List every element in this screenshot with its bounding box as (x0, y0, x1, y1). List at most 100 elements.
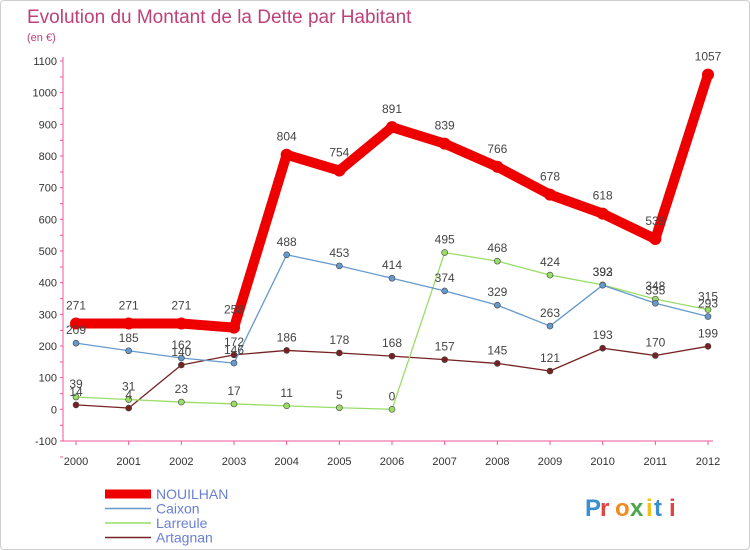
logo-letter: r (600, 495, 609, 522)
data-point (230, 359, 238, 367)
data-point (283, 402, 290, 410)
data-point (280, 148, 293, 161)
data-point (599, 344, 606, 352)
data-label: 271 (171, 299, 191, 313)
y-tick-label: 200 (39, 341, 57, 353)
data-label: 209 (66, 323, 86, 337)
data-point (125, 404, 132, 412)
data-point (652, 352, 659, 359)
data-point (546, 322, 554, 330)
data-point (441, 356, 448, 363)
data-point (336, 404, 343, 412)
data-label: 766 (487, 142, 507, 156)
data-point (178, 361, 185, 369)
x-tick-label: 2011 (644, 456, 668, 468)
x-tick-label: 2006 (380, 456, 404, 468)
data-label: 4 (125, 388, 132, 402)
legend-label-caixon: Caixon (156, 501, 200, 517)
data-label: 17 (227, 384, 241, 398)
y-tick-label: 1000 (33, 88, 57, 100)
y-tick-label: 800 (39, 151, 57, 163)
data-label: 839 (435, 119, 455, 133)
data-label: 168 (382, 336, 402, 350)
y-tick-label: 0 (51, 404, 57, 416)
y-tick-label: 900 (39, 119, 57, 131)
data-point (702, 68, 714, 81)
y-tick-label: 600 (39, 214, 57, 226)
x-tick-label: 2010 (590, 456, 614, 468)
data-point (649, 232, 662, 245)
legend-label-nouilhan: NOUILHAN (156, 486, 228, 502)
data-label: 678 (540, 170, 560, 184)
data-label: 393 (593, 265, 613, 279)
x-tick-label: 2000 (64, 456, 88, 468)
data-label: 178 (329, 333, 349, 347)
data-label: 495 (435, 233, 455, 247)
data-point (652, 299, 659, 307)
data-point (546, 271, 554, 279)
data-point (125, 347, 132, 355)
data-label: 315 (698, 290, 718, 304)
data-label: 199 (698, 326, 718, 340)
data-label: 162 (171, 338, 191, 352)
data-label: 39 (69, 377, 83, 391)
logo-letter: i (669, 495, 676, 522)
data-label: 1057 (695, 50, 722, 64)
data-point (599, 281, 606, 289)
data-point (441, 249, 448, 256)
logo-letter: o (615, 495, 630, 522)
legend-label-larreule: Larreule (156, 515, 208, 531)
data-label: 5 (336, 388, 343, 402)
logo-letter: x (630, 495, 644, 522)
data-point (596, 207, 609, 220)
data-point (388, 352, 396, 360)
data-label: 271 (119, 299, 139, 313)
logo-letter: P (585, 495, 601, 522)
data-point (230, 400, 238, 408)
y-tick-label: 700 (39, 183, 57, 195)
data-point (438, 137, 451, 150)
x-tick-label: 2009 (538, 456, 562, 468)
data-label: 335 (645, 283, 665, 297)
data-point (283, 347, 290, 354)
data-point (70, 317, 82, 330)
data-label: 140 (171, 345, 191, 359)
data-point (178, 354, 185, 362)
data-label: 488 (277, 235, 297, 249)
y-tick-label: 1100 (33, 56, 57, 68)
data-label: 14 (69, 385, 83, 399)
data-point (336, 262, 343, 270)
data-point (72, 401, 80, 409)
chart-title: Evolution du Montant de la Dette par Hab… (27, 7, 412, 28)
data-point (441, 287, 448, 295)
data-point (178, 398, 185, 406)
data-label: 145 (487, 343, 507, 357)
data-point (336, 349, 343, 357)
axes: -100 0 100 200 300 400 500 600 700 800 900 1000 1100… (33, 56, 721, 468)
data-label: 263 (540, 306, 560, 320)
y-tick-label: 400 (39, 278, 57, 290)
logo-letter: t (654, 495, 662, 522)
y-tick-label: 100 (39, 373, 57, 385)
data-point (494, 360, 501, 367)
x-tick-label: 2001 (116, 456, 140, 468)
data-label: 538 (645, 214, 665, 228)
data-label: 424 (540, 255, 560, 269)
data-label: 258 (224, 303, 244, 317)
data-label: 271 (66, 299, 86, 313)
data-label: 193 (593, 328, 613, 342)
y-tick-label: 300 (39, 309, 57, 321)
data-label: 392 (593, 265, 613, 279)
logo-letter: i (646, 495, 653, 522)
data-point (228, 321, 240, 334)
data-point (704, 343, 712, 350)
data-label: 31 (122, 380, 136, 394)
data-point (546, 367, 554, 375)
data-label: 11 (280, 386, 293, 400)
x-tick-label: 2002 (169, 456, 193, 468)
data-label: 185 (119, 331, 139, 345)
data-point (175, 317, 188, 330)
data-label: 468 (487, 241, 507, 255)
